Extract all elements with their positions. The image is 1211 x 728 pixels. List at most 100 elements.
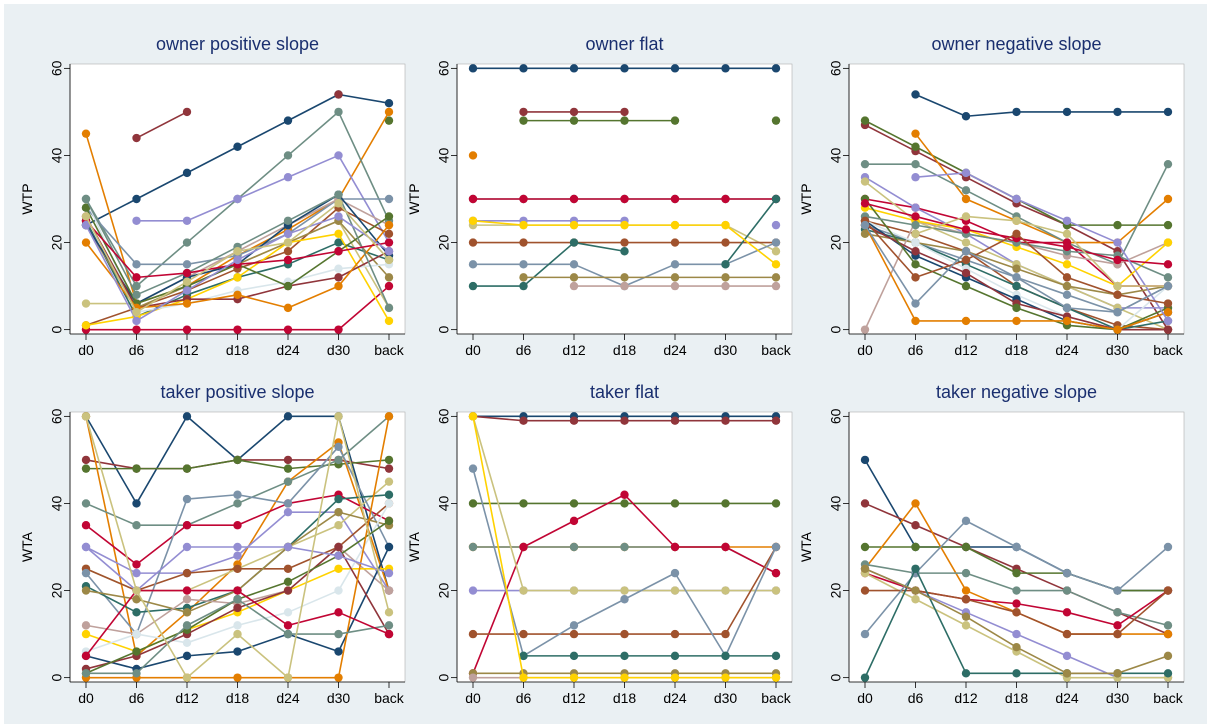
data-point	[1012, 216, 1021, 225]
data-point	[911, 521, 920, 530]
data-point	[771, 673, 781, 682]
panel-title: taker positive slope	[160, 382, 314, 402]
data-point	[670, 220, 680, 230]
data-point	[1012, 281, 1021, 291]
data-point	[283, 303, 293, 313]
data-point	[620, 499, 629, 508]
x-tick-label: d12	[175, 342, 199, 358]
x-tick-label: d12	[562, 690, 586, 706]
data-point	[233, 255, 242, 265]
y-tick-label: 20	[49, 583, 65, 599]
data-point	[283, 116, 293, 125]
x-tick-label: d30	[1106, 690, 1130, 706]
x-tick-label: d0	[78, 690, 94, 706]
data-point	[384, 316, 394, 326]
data-point	[1113, 281, 1122, 291]
data-point	[961, 586, 971, 595]
data-point	[1062, 107, 1072, 117]
data-point	[860, 159, 870, 169]
data-point	[182, 260, 192, 269]
x-tick-label: d12	[954, 690, 978, 706]
data-point	[1062, 242, 1072, 252]
series-23	[81, 199, 394, 317]
data-point	[233, 499, 242, 508]
x-tick-label: d18	[226, 690, 250, 706]
series-13	[569, 281, 781, 291]
data-point	[81, 321, 91, 330]
data-point	[182, 299, 192, 308]
data-point	[334, 247, 343, 256]
data-point	[384, 568, 394, 578]
data-point	[132, 133, 141, 143]
x-tick-label: d24	[1055, 690, 1079, 706]
panel-6: taker negative slope 0 20 40 60 WTA d0 d6 d12 d18…	[798, 382, 1185, 706]
y-tick-label: 60	[49, 408, 65, 424]
x-tick-label: back	[1153, 690, 1184, 706]
data-point	[519, 673, 528, 682]
data-point	[283, 586, 293, 595]
data-point	[132, 608, 141, 617]
data-point	[860, 586, 870, 595]
data-point	[569, 651, 579, 661]
x-tick-label: d0	[857, 690, 873, 706]
data-point	[1163, 238, 1173, 247]
y-axis-label: WTP	[798, 183, 814, 214]
data-point	[670, 586, 680, 595]
data-point	[519, 194, 528, 204]
data-point	[620, 651, 629, 661]
data-point	[569, 499, 579, 508]
data-point	[132, 216, 141, 225]
data-point	[771, 116, 781, 125]
data-point	[1163, 159, 1173, 169]
y-tick-label: 0	[828, 674, 844, 682]
x-tick-label: d12	[562, 342, 586, 358]
x-tick-label: back	[761, 342, 792, 358]
series-20	[81, 595, 394, 678]
data-point	[384, 107, 394, 117]
data-point	[1163, 281, 1173, 291]
x-tick-label: d18	[613, 690, 637, 706]
data-point	[334, 90, 343, 99]
series-3	[519, 116, 781, 125]
data-point	[81, 586, 91, 595]
data-point	[334, 107, 343, 117]
data-point	[384, 499, 394, 508]
data-point	[81, 669, 91, 678]
x-tick-label: d30	[327, 690, 351, 706]
data-point	[961, 168, 971, 178]
data-point	[1062, 273, 1072, 282]
data-point	[1113, 308, 1122, 317]
data-point	[860, 542, 870, 552]
data-point	[283, 673, 293, 682]
x-tick-label: back	[374, 690, 405, 706]
data-point	[620, 416, 629, 425]
data-point	[81, 542, 91, 552]
data-point	[384, 464, 394, 473]
data-point	[233, 621, 242, 630]
data-point	[1113, 608, 1122, 617]
data-point	[620, 490, 629, 499]
data-point	[670, 194, 680, 204]
data-point	[283, 499, 293, 508]
data-point	[721, 238, 730, 247]
data-point	[132, 194, 141, 204]
x-tick-label: d24	[276, 690, 300, 706]
x-tick-label: d24	[276, 342, 300, 358]
panel-title: owner negative slope	[931, 34, 1101, 54]
data-point	[961, 212, 971, 221]
data-point	[519, 220, 528, 230]
data-point	[1012, 586, 1021, 595]
data-point	[620, 629, 629, 639]
data-point	[569, 194, 579, 204]
data-point	[519, 116, 528, 125]
data-point	[132, 260, 141, 269]
data-point	[81, 212, 91, 221]
data-point	[334, 273, 343, 282]
data-point	[620, 542, 629, 552]
data-point	[182, 621, 192, 630]
data-point	[620, 247, 629, 256]
data-point	[1113, 586, 1122, 595]
data-point	[911, 238, 920, 247]
x-tick-label: d0	[465, 690, 481, 706]
data-point	[384, 238, 394, 247]
